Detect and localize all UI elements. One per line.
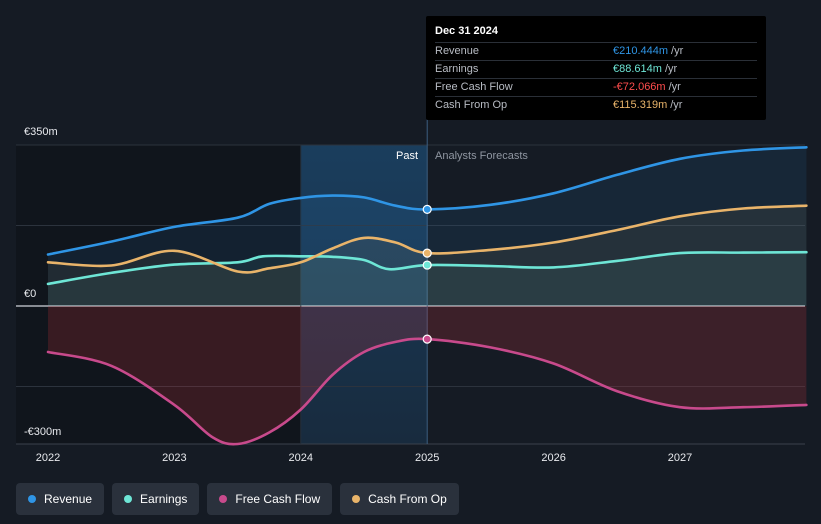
tooltip-unit: /yr	[670, 99, 683, 111]
tooltip-unit: /yr	[664, 63, 678, 75]
legend-earnings[interactable]: Earnings	[112, 483, 200, 515]
legend-label: Revenue	[44, 492, 93, 506]
earnings-dot-icon	[124, 495, 133, 503]
tooltip-unit: /yr	[668, 81, 681, 93]
x-tick-label: 2025	[414, 452, 440, 464]
x-tick-label: 2027	[667, 452, 693, 464]
tooltip-name: Revenue	[435, 45, 480, 57]
marker-free-cash-flow	[422, 334, 432, 344]
tooltip-row-earnings: Earnings €88.614m /yr	[435, 60, 757, 78]
x-tick-label: 2023	[162, 452, 187, 464]
past-label: Past	[396, 150, 419, 162]
legend-label: Cash From Op	[368, 492, 447, 506]
tooltip-value: €88.614m	[613, 63, 662, 75]
forecast-label: Analysts Forecasts	[435, 150, 528, 162]
free-cash-flow-dot-icon	[219, 495, 228, 503]
x-tick-label: 2024	[288, 452, 314, 464]
legend-label: Earnings	[140, 492, 188, 506]
legend-revenue[interactable]: Revenue	[16, 483, 105, 515]
tooltip-row-revenue: Revenue €210.444m /yr	[435, 42, 757, 60]
area-revenue	[48, 147, 807, 306]
legend-cash-from-op[interactable]: Cash From Op	[340, 483, 459, 515]
tooltip-unit: /yr	[671, 45, 684, 57]
x-tick-label: 2022	[35, 452, 61, 464]
y-tick-label-min: -€300m	[24, 426, 62, 438]
tooltip-name: Free Cash Flow	[435, 81, 513, 93]
area-earnings	[48, 252, 807, 306]
line-free-cash-flow	[46, 337, 808, 446]
legend-free-cash-flow[interactable]: Free Cash Flow	[207, 483, 333, 515]
tooltip-date: Dec 31 2024	[435, 25, 498, 37]
tooltip-value: €115.319m	[613, 99, 668, 111]
marker-cash-from-op	[422, 248, 432, 258]
tooltip-name: Earnings	[435, 63, 479, 75]
x-tick-label: 2026	[541, 452, 566, 464]
y-tick-label-max: €350m	[24, 126, 58, 138]
tooltip-value: -€72.066m	[613, 81, 666, 93]
line-revenue	[46, 146, 808, 256]
tooltip-row-free-cash-flow: Free Cash Flow -€72.066m /yr	[435, 78, 757, 96]
tooltip-name: Cash From Op	[435, 99, 508, 111]
line-earnings	[46, 250, 808, 286]
line-cash-from-op	[46, 204, 808, 274]
y-tick-label-zero: €0	[24, 288, 37, 300]
marker-revenue	[422, 204, 432, 214]
marker-earnings	[422, 260, 432, 270]
tooltip-row-cash-from-op: Cash From Op €115.319m /yr	[435, 96, 757, 114]
legend-label: Free Cash Flow	[235, 492, 321, 506]
cash-from-op-dot-icon	[352, 495, 361, 503]
area-free-cash-flow	[48, 306, 807, 445]
revenue-dot-icon	[28, 495, 36, 503]
legend: Revenue Earnings Free Cash Flow Cash Fro…	[16, 483, 459, 515]
tooltip-value: €210.444m	[613, 45, 669, 57]
tooltip: Dec 31 2024 Revenue €210.444m /yr Earnin…	[426, 16, 766, 120]
